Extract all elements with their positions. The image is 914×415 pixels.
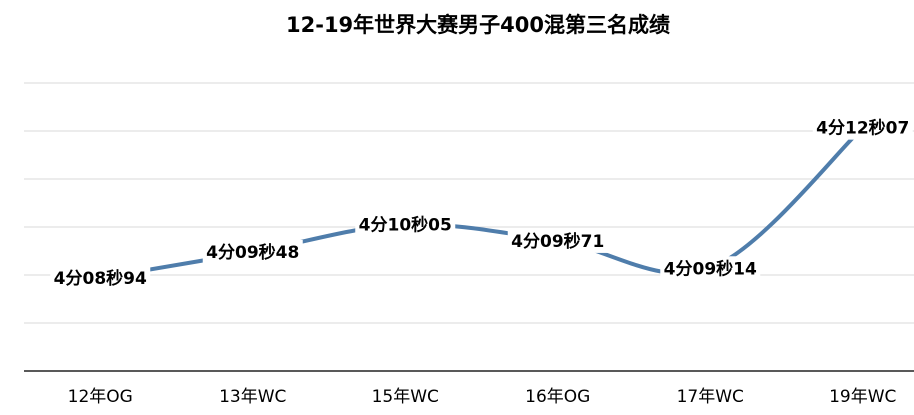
x-tick-label: 16年OG xyxy=(525,387,590,407)
label-background xyxy=(660,256,761,281)
label-background xyxy=(812,115,913,140)
x-tick-label: 15年WC xyxy=(372,387,439,407)
data-label: 4分10秒05 xyxy=(359,215,452,236)
data-label: 4分09秒48 xyxy=(206,242,299,263)
chart-title: 12-19年世界大赛男子400混第三名成绩 xyxy=(286,13,670,37)
label-background xyxy=(355,212,456,237)
data-label: 4分09秒14 xyxy=(664,258,757,279)
x-tick-label: 19年WC xyxy=(829,387,896,407)
data-label: 4分12秒07 xyxy=(816,118,909,139)
label-background xyxy=(202,239,303,264)
label-background xyxy=(507,228,608,253)
x-tick-label: 17年WC xyxy=(677,387,744,407)
data-label: 4分09秒71 xyxy=(511,231,604,252)
data-label: 4分08秒94 xyxy=(54,268,147,289)
label-background xyxy=(50,265,151,290)
x-tick-label: 12年OG xyxy=(68,387,133,407)
x-tick-label: 13年WC xyxy=(219,387,286,407)
